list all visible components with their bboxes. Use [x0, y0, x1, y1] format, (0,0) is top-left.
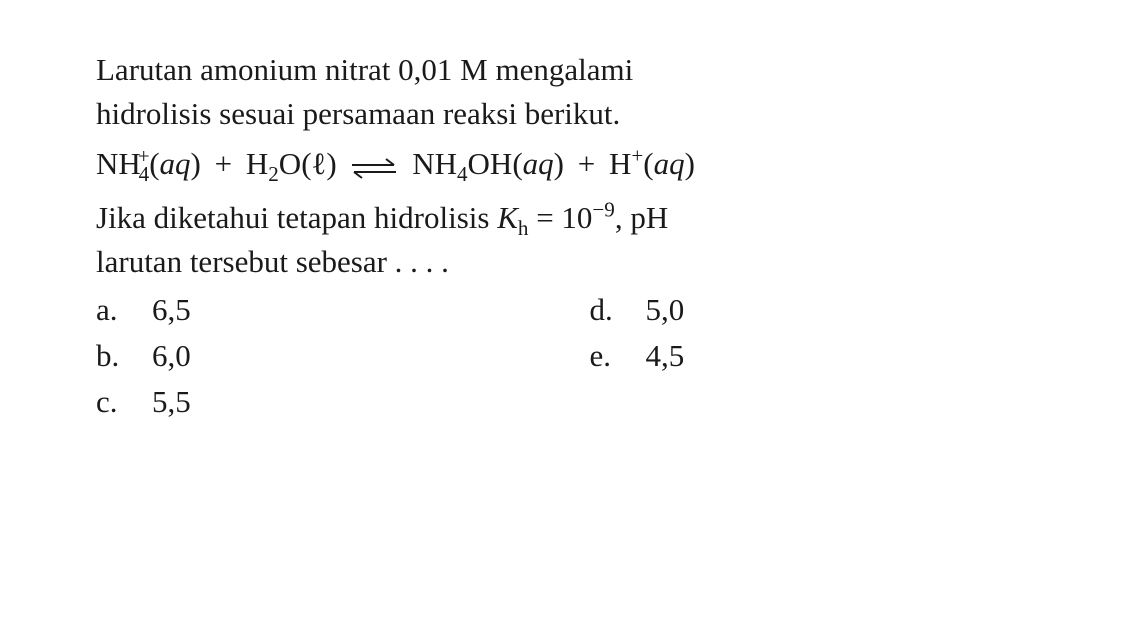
nh4oh-sub: 4 — [457, 162, 468, 186]
nh4-state: aq — [160, 146, 191, 181]
chemical-equation: NH+4(aq) + H2O(ℓ) NH4OH(aq) + H+(aq) — [96, 142, 1043, 192]
equals-sign: = — [528, 200, 561, 235]
option-e: e. 4,5 — [590, 334, 1044, 378]
hplus-state: aq — [654, 146, 685, 181]
option-b-value: 6,0 — [152, 334, 191, 378]
option-c-letter: c. — [96, 380, 152, 424]
ten-base: 10 — [561, 200, 592, 235]
question-intro-line1: Larutan amonium nitrat 0,01 M mengalami — [96, 48, 1043, 92]
question-block: Larutan amonium nitrat 0,01 M mengalami … — [0, 0, 1123, 464]
plus-1: + — [215, 146, 232, 181]
option-b-letter: b. — [96, 334, 152, 378]
question-followup-line2: larutan tersebut sebesar . . . . — [96, 240, 1043, 284]
option-e-letter: e. — [590, 334, 646, 378]
ten-exp: −9 — [592, 198, 614, 222]
option-d: d. 5,0 — [590, 288, 1044, 332]
option-a-letter: a. — [96, 288, 152, 332]
species-nh4plus: NH+4(aq) — [96, 146, 209, 181]
option-c: c. 5,5 — [96, 380, 550, 424]
answer-options: a. 6,5 d. 5,0 b. 6,0 e. 4,5 c. 5,5 — [96, 288, 1043, 424]
kh-sub: h — [518, 216, 529, 240]
nh4-base: NH — [96, 146, 141, 181]
h2o-o: O — [279, 146, 301, 181]
followup-post: , pH — [615, 200, 668, 235]
nh4-sub: 4 — [139, 162, 150, 186]
question-followup-line1: Jika diketahui tetapan hidrolisis Kh = 1… — [96, 196, 1043, 240]
option-d-letter: d. — [590, 288, 646, 332]
option-a: a. 6,5 — [96, 288, 550, 332]
question-intro-line2: hidrolisis sesuai persamaan reaksi berik… — [96, 92, 1043, 136]
hplus-charge: + — [631, 144, 643, 168]
species-h2o: H2O(ℓ) — [246, 146, 345, 181]
option-c-value: 5,5 — [152, 380, 191, 424]
option-a-value: 6,5 — [152, 288, 191, 332]
followup-pre: Jika diketahui tetapan hidrolisis — [96, 200, 497, 235]
equilibrium-arrow-icon — [350, 148, 398, 192]
option-d-value: 5,0 — [646, 288, 685, 332]
hplus-h: H — [609, 146, 631, 181]
plus-2: + — [578, 146, 595, 181]
option-b: b. 6,0 — [96, 334, 550, 378]
nh4oh-oh: OH — [468, 146, 513, 181]
species-hplus: H+(aq) — [609, 146, 695, 181]
h2o-state: ℓ — [312, 146, 327, 181]
h2o-h: H — [246, 146, 268, 181]
kh-symbol: K — [497, 200, 518, 235]
nh4oh-nh: NH — [412, 146, 457, 181]
nh4oh-state: aq — [523, 146, 554, 181]
h2o-sub: 2 — [268, 162, 279, 186]
species-nh4oh: NH4OH(aq) — [412, 146, 572, 181]
option-e-value: 4,5 — [646, 334, 685, 378]
